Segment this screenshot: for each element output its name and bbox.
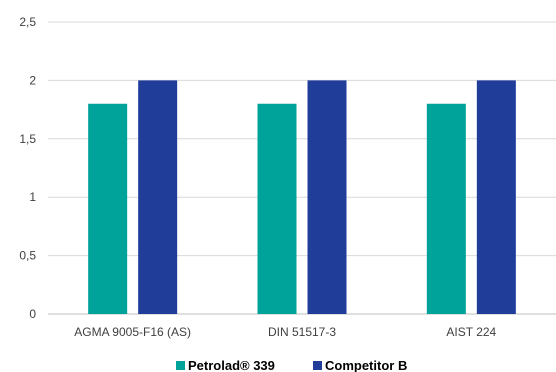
bars <box>88 80 516 315</box>
x-axis-ticks: AGMA 9005-F16 (AS) DIN 51517-3 AIST 224 <box>74 325 496 339</box>
bar-series-2 <box>138 80 178 315</box>
y-tick-label: 2,5 <box>19 15 36 29</box>
y-tick-label: 1 <box>29 190 36 204</box>
legend-swatch <box>176 361 185 370</box>
y-tick-label: 0 <box>29 307 36 321</box>
bar-series-1 <box>88 103 128 314</box>
y-tick-label: 2 <box>29 73 36 87</box>
bar-series-2 <box>476 80 516 315</box>
legend-swatch <box>313 361 322 370</box>
bar-series-1 <box>426 103 466 314</box>
y-tick-label: 0,5 <box>19 249 36 263</box>
x-tick-label: AGMA 9005-F16 (AS) <box>74 325 191 339</box>
gridlines <box>48 21 556 315</box>
y-axis-ticks: 0 0,5 1 1,5 2 2,5 <box>19 15 36 321</box>
x-tick-label: AIST 224 <box>446 325 496 339</box>
legend-label: Petrolad® 339 <box>188 358 275 372</box>
legend: Petrolad® 339 Competitor B <box>176 358 407 372</box>
bar-series-2 <box>307 80 347 315</box>
legend-label: Competitor B <box>325 358 407 372</box>
y-tick-label: 1,5 <box>19 132 36 146</box>
bar-series-1 <box>257 103 297 314</box>
x-tick-label: DIN 51517-3 <box>268 325 336 339</box>
